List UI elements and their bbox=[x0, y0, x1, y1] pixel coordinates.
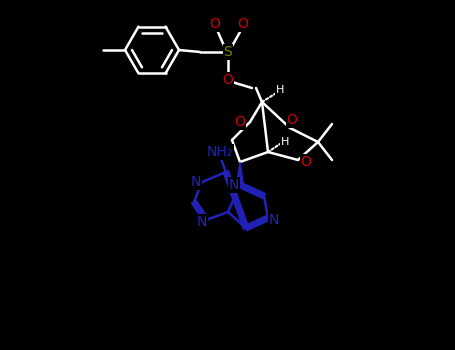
Text: N: N bbox=[269, 213, 279, 227]
Text: O: O bbox=[235, 115, 245, 129]
Text: N: N bbox=[229, 178, 239, 192]
Text: O: O bbox=[287, 113, 298, 127]
Text: S: S bbox=[223, 45, 233, 59]
Text: O: O bbox=[210, 17, 220, 31]
Text: N: N bbox=[197, 215, 207, 229]
Text: N: N bbox=[191, 175, 201, 189]
Text: O: O bbox=[238, 17, 248, 31]
Text: O: O bbox=[301, 155, 311, 169]
Polygon shape bbox=[237, 162, 243, 185]
Text: O: O bbox=[222, 73, 233, 87]
Text: H: H bbox=[281, 137, 289, 147]
Text: NH₂: NH₂ bbox=[207, 145, 233, 159]
Text: H: H bbox=[276, 85, 284, 95]
